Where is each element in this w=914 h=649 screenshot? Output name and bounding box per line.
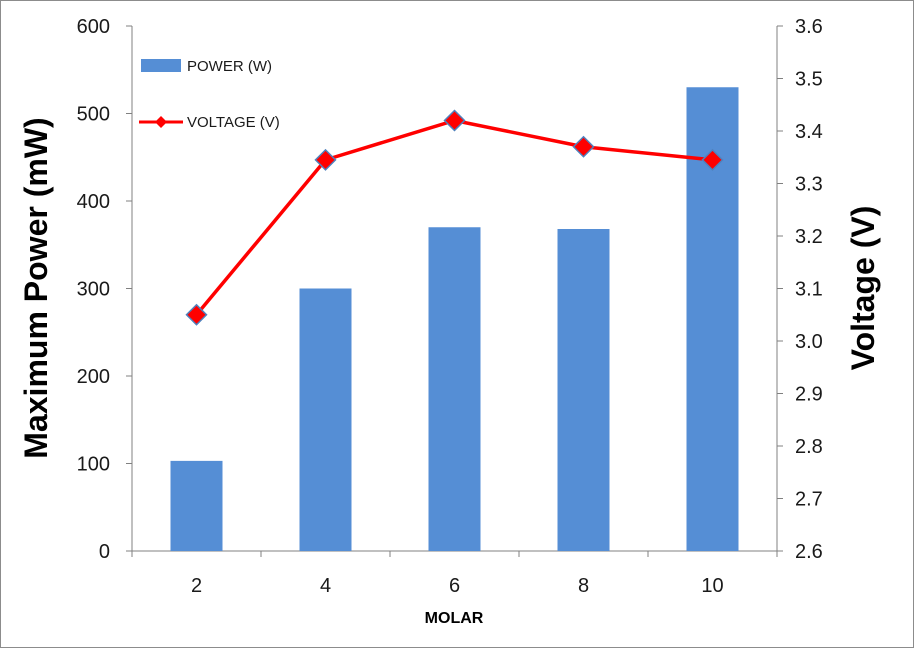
right-tick-label: 2.9	[795, 384, 823, 406]
right-tick-label: 3.6	[795, 16, 823, 38]
voltage-point	[572, 135, 595, 158]
x-tick-label: 10	[701, 575, 723, 597]
power-bar	[299, 288, 352, 551]
left-tick-label: 400	[77, 191, 110, 213]
left-tick-label: 300	[77, 279, 110, 301]
right-tick-label: 3.5	[795, 69, 823, 91]
right-tick-label: 2.8	[795, 436, 823, 458]
left-axis-title: Maximum Power (mW)	[18, 117, 54, 458]
legend-power-swatch	[141, 59, 181, 72]
x-tick-label: 2	[191, 575, 202, 597]
x-axis-ticks: 2 4 6 8 10	[131, 551, 778, 597]
voltage-point	[443, 109, 466, 132]
power-bar	[428, 227, 481, 551]
right-tick-label: 2.6	[795, 541, 823, 563]
right-axis-title: Voltage (V)	[845, 206, 881, 371]
voltage-line-series	[185, 109, 724, 326]
x-tick-label: 8	[578, 575, 589, 597]
voltage-point	[314, 148, 337, 171]
power-bar	[557, 229, 610, 551]
right-tick-label: 3.3	[795, 174, 823, 196]
left-tick-label: 200	[77, 366, 110, 388]
left-tick-label: 600	[77, 16, 110, 38]
right-tick-label: 3.2	[795, 226, 823, 248]
power-bars	[170, 87, 739, 551]
left-axis-ticks: 0 100 200 300 400 500 600	[77, 16, 132, 563]
voltage-point	[701, 148, 724, 171]
right-axis-ticks: 2.6 2.7 2.8 2.9 3.0 3.1 3.2 3.3 3.4 3.5 3.6	[777, 16, 823, 563]
right-tick-label: 3.4	[795, 121, 823, 143]
right-tick-label: 3.1	[795, 279, 823, 301]
power-bar	[170, 460, 223, 551]
voltage-point	[185, 303, 208, 326]
x-tick-label: 4	[320, 575, 331, 597]
x-axis-title: MOLAR	[425, 610, 484, 627]
legend: POWER (W) VOLTAGE (V)	[139, 58, 280, 131]
right-tick-label: 2.7	[795, 489, 823, 511]
left-tick-label: 0	[99, 541, 110, 563]
x-tick-label: 6	[449, 575, 460, 597]
left-tick-label: 100	[77, 454, 110, 476]
legend-power-label: POWER (W)	[187, 58, 272, 75]
legend-voltage-label: VOLTAGE (V)	[187, 114, 280, 131]
legend-voltage-marker	[155, 116, 167, 128]
left-tick-label: 500	[77, 104, 110, 126]
right-tick-label: 3.0	[795, 331, 823, 353]
